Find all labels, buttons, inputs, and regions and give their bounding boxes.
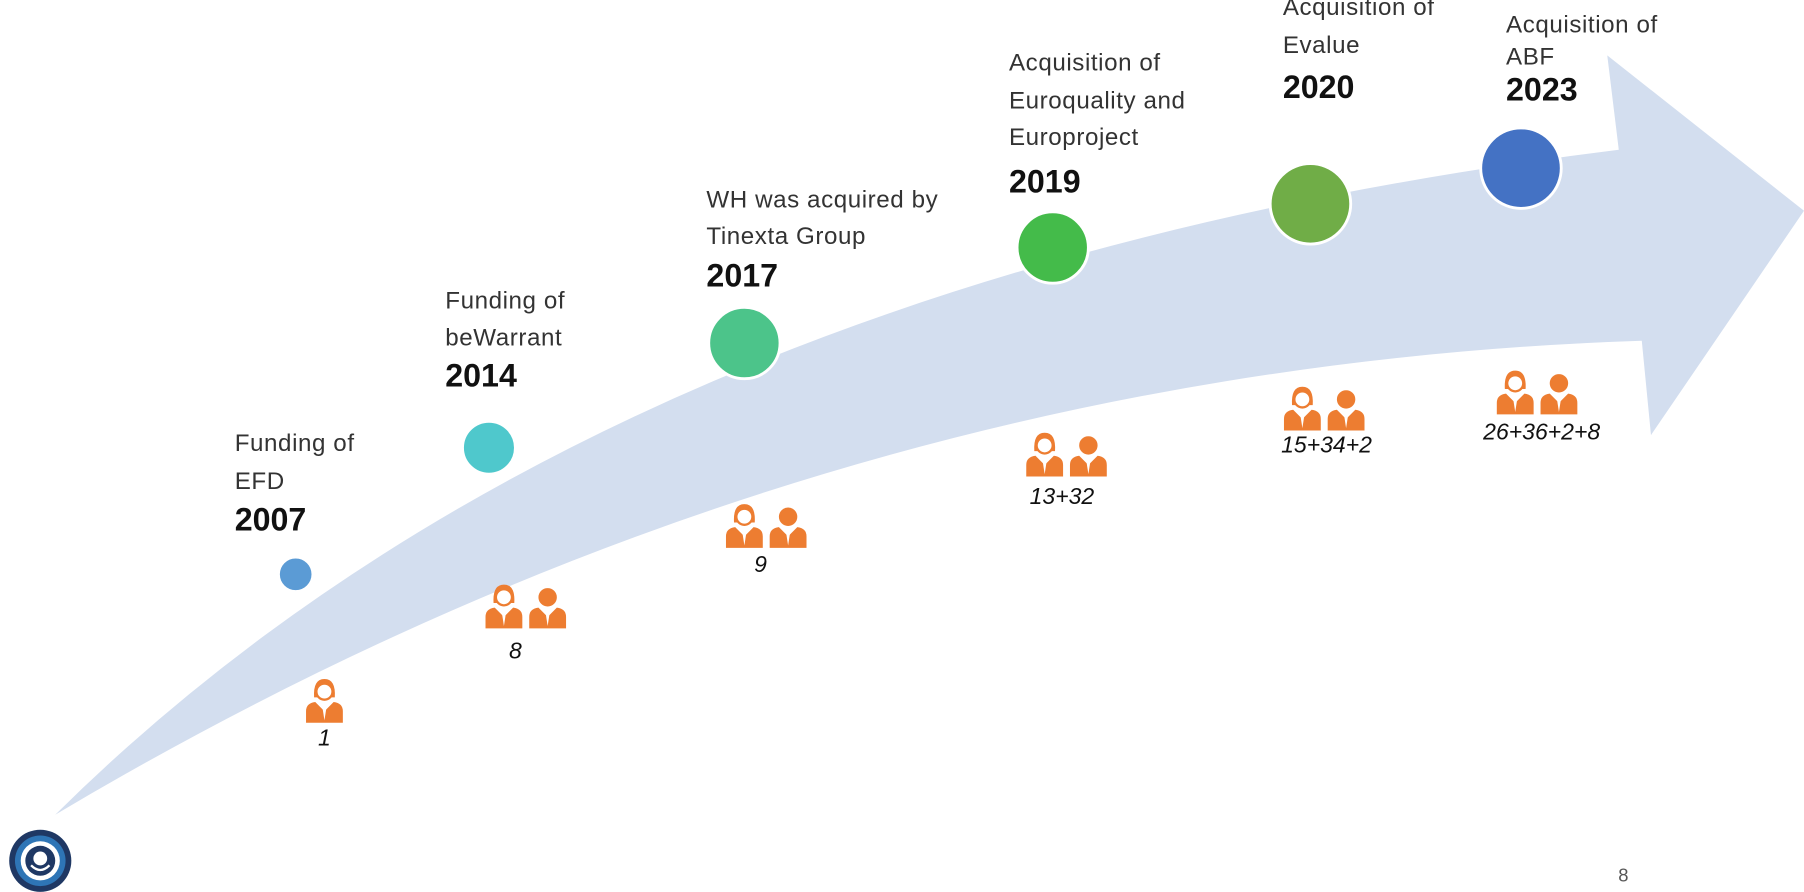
event-description: Funding of	[235, 430, 355, 457]
collar	[1300, 413, 1305, 429]
man-icon	[529, 588, 567, 629]
head	[1506, 374, 1525, 393]
milestone-dot	[707, 305, 782, 381]
logo	[9, 829, 72, 892]
event-description: beWarrant	[445, 324, 562, 351]
event-year: 2020	[1283, 69, 1355, 105]
milestone-dot	[1479, 126, 1563, 210]
event-description: Acquisition of	[1283, 0, 1435, 21]
man-icon	[1069, 436, 1107, 477]
head	[538, 588, 557, 607]
man-icon	[1540, 374, 1578, 415]
milestone-dot	[276, 555, 315, 593]
event-year: 2014	[445, 358, 517, 394]
event-year: 2023	[1506, 71, 1578, 107]
head	[735, 507, 754, 526]
collar	[1042, 459, 1047, 475]
collar	[785, 530, 791, 546]
event-description: Acquisition of	[1506, 11, 1658, 38]
woman-icon	[725, 504, 763, 548]
staff-count: 1	[318, 725, 331, 751]
woman-icon	[306, 678, 343, 723]
woman-icon	[1283, 386, 1321, 431]
woman-icon	[1496, 370, 1534, 415]
head	[315, 682, 334, 701]
head	[494, 588, 514, 607]
head	[778, 507, 798, 526]
collar	[1086, 459, 1091, 475]
staff-count: 26+36+2+8	[1482, 419, 1600, 445]
event-description: ABF	[1506, 44, 1555, 71]
event-year: 2017	[706, 258, 778, 294]
head	[1336, 390, 1356, 409]
head	[1035, 436, 1054, 455]
head	[1293, 390, 1312, 409]
event-year: 2007	[235, 502, 307, 538]
head	[1079, 436, 1098, 455]
event-description: Funding of	[445, 288, 565, 315]
woman-icon	[485, 584, 523, 629]
staff-count: 15+34+2	[1281, 431, 1372, 457]
event-description: Euroquality and	[1009, 87, 1186, 114]
page-number: 8	[1618, 864, 1628, 885]
timeline-arrow	[55, 55, 1804, 815]
collar	[545, 611, 550, 627]
event-description: EFD	[235, 468, 285, 495]
collar	[501, 611, 507, 627]
collar	[322, 705, 327, 721]
head	[1549, 374, 1569, 393]
woman-icon	[1026, 432, 1064, 477]
collar	[1512, 397, 1518, 413]
milestone-dot	[1268, 162, 1353, 246]
milestone-dot	[1015, 210, 1090, 285]
event-description: WH was acquired by	[706, 186, 938, 213]
staff-count: 13+32	[1030, 483, 1095, 509]
milestone-dot	[461, 419, 517, 476]
collar	[1556, 397, 1562, 413]
event-description: Tinexta Group	[706, 223, 866, 250]
collar	[1343, 413, 1349, 429]
staff-count: 9	[754, 551, 767, 577]
event-description: Acquisition of	[1009, 49, 1161, 76]
event-description: Europroject	[1009, 124, 1139, 151]
event-description: Evalue	[1283, 32, 1360, 59]
staff-count: 8	[509, 637, 522, 663]
collar	[742, 530, 747, 546]
man-icon	[1327, 390, 1365, 431]
man-icon	[769, 507, 807, 548]
event-year: 2019	[1009, 163, 1081, 199]
